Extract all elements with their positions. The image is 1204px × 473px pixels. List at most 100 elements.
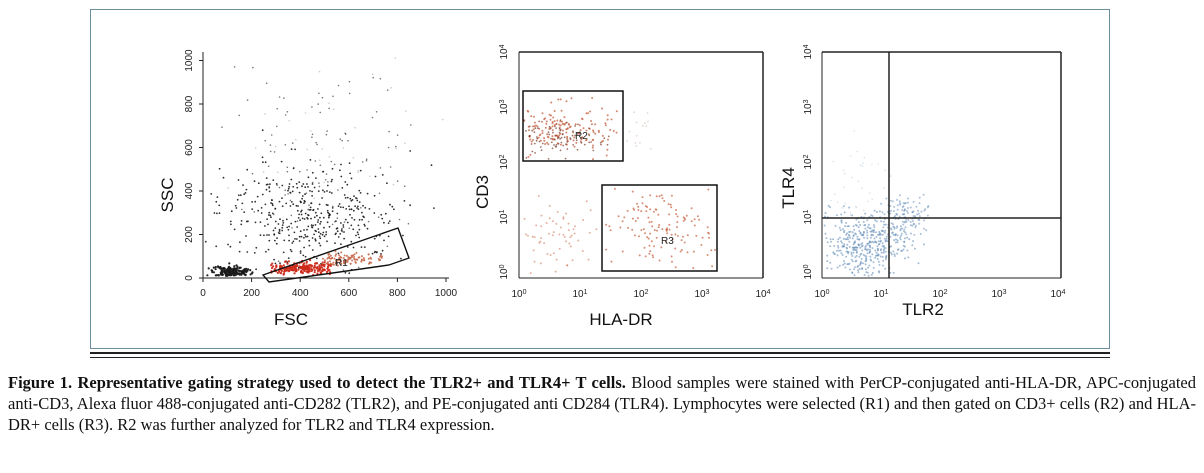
event-dot xyxy=(292,240,295,243)
separator-thin xyxy=(90,357,1110,358)
event-dot xyxy=(300,235,303,238)
event-dot xyxy=(301,217,304,220)
event-dot xyxy=(877,163,879,165)
event-dot xyxy=(373,212,376,214)
event-dot xyxy=(896,198,898,201)
event-dot xyxy=(360,246,363,249)
event-dot xyxy=(326,221,329,224)
event-dot xyxy=(571,259,574,262)
event-dot xyxy=(396,180,399,182)
event-dot xyxy=(281,265,284,268)
event-dot xyxy=(885,254,888,257)
event-dot xyxy=(626,209,629,212)
event-dot xyxy=(241,202,244,205)
event-dot xyxy=(267,165,270,167)
event-dot xyxy=(841,254,844,256)
event-dot xyxy=(318,70,321,73)
event-dot xyxy=(845,250,848,253)
event-dot xyxy=(380,256,383,259)
event-dot xyxy=(339,206,342,209)
event-dot xyxy=(299,230,302,233)
event-dot xyxy=(341,139,343,142)
event-dot xyxy=(529,138,532,141)
event-dot xyxy=(340,163,342,166)
event-dot xyxy=(555,122,558,125)
event-dot xyxy=(532,139,534,141)
event-dot xyxy=(249,269,252,272)
event-dot xyxy=(368,261,371,264)
event-dot xyxy=(525,130,527,132)
event-dot xyxy=(278,228,281,231)
event-dot xyxy=(346,183,349,186)
event-dot xyxy=(592,131,595,133)
event-dot xyxy=(321,269,324,273)
event-dot xyxy=(859,262,862,265)
event-dot xyxy=(319,111,321,114)
event-dot xyxy=(908,238,911,241)
event-dot xyxy=(637,209,640,211)
event-dot xyxy=(890,228,893,231)
event-dot xyxy=(301,197,303,200)
event-dot xyxy=(259,234,262,237)
event-dot xyxy=(855,259,858,262)
event-dot xyxy=(286,262,289,265)
event-dot xyxy=(865,259,868,262)
event-dot xyxy=(903,257,906,260)
event-dot xyxy=(340,262,343,265)
event-dot xyxy=(879,249,882,252)
event-dot xyxy=(323,263,326,266)
y-tick-label: 400 xyxy=(184,182,195,199)
event-dot xyxy=(305,260,308,263)
event-dot xyxy=(577,123,579,126)
event-dot xyxy=(600,143,602,146)
event-dot xyxy=(276,108,278,110)
event-dot xyxy=(864,224,867,226)
event-dot xyxy=(553,124,556,126)
event-dot xyxy=(538,241,541,244)
event-dot xyxy=(533,236,536,239)
event-dot xyxy=(302,183,305,185)
y-tick-label: 104 xyxy=(803,44,815,59)
event-dot xyxy=(293,272,296,275)
event-dot xyxy=(874,249,877,252)
event-dot xyxy=(852,225,855,228)
event-dot xyxy=(859,253,862,256)
event-dot xyxy=(323,226,325,229)
event-dot xyxy=(601,134,604,137)
event-dot xyxy=(313,233,315,236)
event-dot xyxy=(592,158,594,161)
event-dot xyxy=(253,211,256,213)
event-dot xyxy=(601,107,603,110)
event-dot xyxy=(338,254,341,257)
event-dot xyxy=(555,258,558,261)
event-dot xyxy=(314,239,317,242)
event-dot xyxy=(278,270,281,273)
event-dot xyxy=(326,240,328,243)
event-dot xyxy=(606,148,609,151)
event-dot xyxy=(826,241,829,244)
event-dot xyxy=(578,124,581,127)
event-dot xyxy=(548,133,550,136)
event-dot xyxy=(871,215,874,217)
event-dot xyxy=(204,240,207,243)
event-dot xyxy=(884,229,887,232)
event-dot xyxy=(663,200,666,202)
event-dot xyxy=(847,225,850,228)
event-dot xyxy=(318,235,321,238)
event-dot xyxy=(708,236,710,239)
event-dot xyxy=(332,205,334,208)
event-dot xyxy=(852,251,855,254)
event-dot xyxy=(588,231,591,234)
event-dot xyxy=(911,211,914,214)
event-dot xyxy=(577,239,580,242)
event-dot xyxy=(555,134,557,137)
event-dot xyxy=(666,232,669,235)
event-dot xyxy=(548,232,550,235)
event-dot xyxy=(543,242,546,245)
event-dot xyxy=(641,196,644,199)
event-dot xyxy=(894,241,897,244)
event-dot xyxy=(632,207,635,210)
event-dot xyxy=(548,128,551,130)
